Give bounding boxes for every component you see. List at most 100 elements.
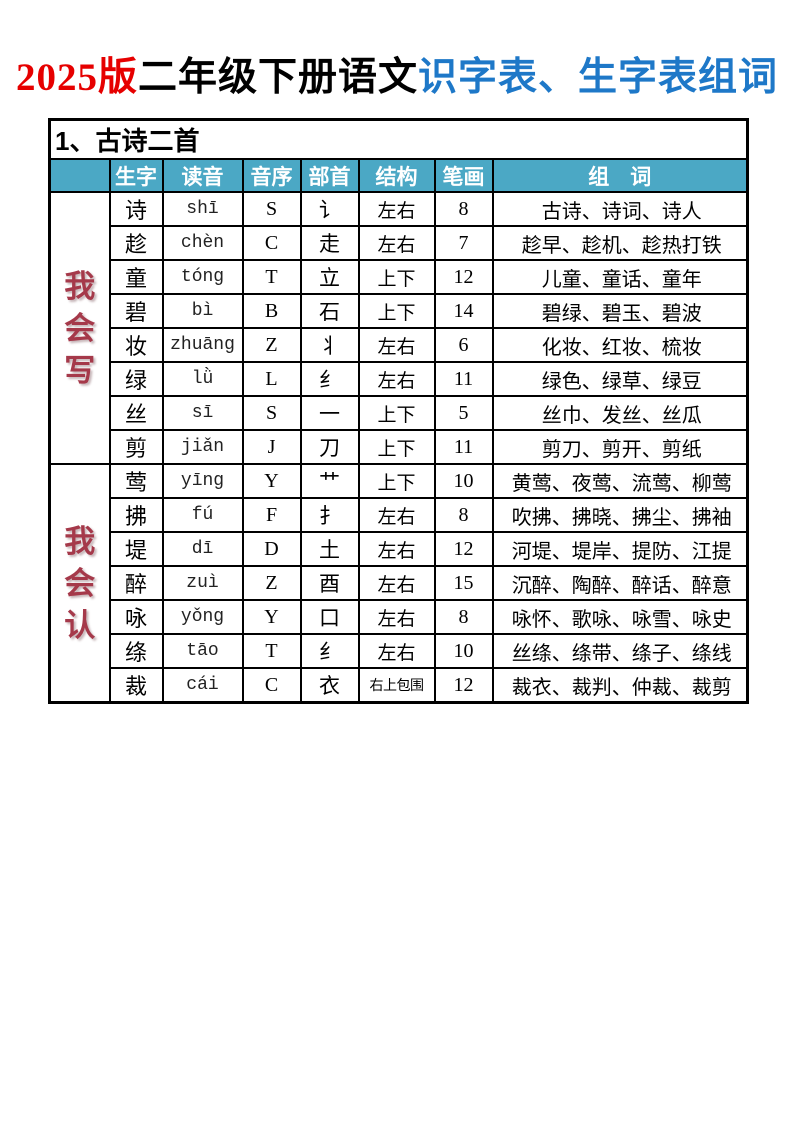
cell-words: 吹拂、拂晓、拂尘、拂袖 [491,497,749,533]
cell-words: 沉醉、陶醉、醉话、醉意 [491,565,749,601]
cell-radical: 一 [299,395,360,431]
cell-initial: J [241,429,302,465]
cell-structure: 上下 [357,293,436,329]
group-label-char: 会 [64,310,96,346]
cell-initial: S [241,191,302,227]
cell-initial: D [241,531,302,567]
header-corner-cell [48,158,111,193]
cell-strokes: 14 [433,293,494,329]
cell-initial: Z [241,565,302,601]
cell-words: 河堤、堤岸、提防、江提 [491,531,749,567]
cell-character: 妆 [108,327,164,363]
cell-initial: B [241,293,302,329]
cell-initial: S [241,395,302,431]
cell-radical: 口 [299,599,360,635]
cell-structure: 上下 [357,395,436,431]
cell-strokes: 15 [433,565,494,601]
cell-pinyin: chèn [161,225,244,261]
cell-strokes: 6 [433,327,494,363]
cell-strokes: 8 [433,599,494,635]
cell-radical: 走 [299,225,360,261]
group-label-char: 我 [64,268,96,304]
cell-structure: 上下 [357,429,436,465]
cell-strokes: 5 [433,395,494,431]
page-title: 2025版二年级下册语文识字表、生字表组词 [0,46,794,102]
cell-pinyin: jiǎn [161,429,244,465]
group-label-char: 会 [64,565,96,601]
cell-radical: 丬 [299,327,360,363]
cell-initial: L [241,361,302,397]
cell-words: 剪刀、剪开、剪纸 [491,429,749,465]
cell-structure: 左右 [357,633,436,669]
cell-initial: Z [241,327,302,363]
table-row: 裁 cái C 衣 右上包围 12 裁衣、裁判、仲裁、裁剪 [50,667,749,704]
cell-pinyin: lǜ [161,361,244,397]
cell-words: 黄莺、夜莺、流莺、柳莺 [491,463,749,499]
group-label-char: 写 [64,352,96,388]
cell-radical: 土 [299,531,360,567]
cell-words: 丝巾、发丝、丝瓜 [491,395,749,431]
cell-character: 咏 [108,599,164,635]
table-row: 我会认 莺 yīng Y 艹 上下 10 黄莺、夜莺、流莺、柳莺 [48,463,749,704]
cell-structure: 左右 [357,191,436,227]
table-row: 醉 zuì Z 酉 左右 15 沉醉、陶醉、醉话、醉意 [50,565,749,601]
cell-character: 丝 [108,395,164,431]
header-initial: 音序 [241,158,302,193]
header-radical: 部首 [299,158,360,193]
table-row: 绦 tāo T 纟 左右 10 丝绦、绦带、绦子、绦线 [50,633,749,669]
table-row: 丝 sī S 一 上下 5 丝巾、发丝、丝瓜 [50,395,749,431]
cell-strokes: 12 [433,667,494,704]
cell-radical: 艹 [299,463,360,499]
group-label-char: 认 [64,607,96,643]
cell-pinyin: yīng [161,463,244,499]
cell-words: 碧绿、碧玉、碧波 [491,293,749,329]
table-row: 拂 fú F 扌 左右 8 吹拂、拂晓、拂尘、拂袖 [50,497,749,533]
cell-structure: 左右 [357,327,436,363]
cell-pinyin: yǒng [161,599,244,635]
cell-initial: C [241,225,302,261]
cell-structure: 左右 [357,565,436,601]
header-strokes: 笔画 [433,158,494,193]
cell-strokes: 12 [433,531,494,567]
cell-initial: T [241,633,302,669]
cell-structure: 左右 [357,361,436,397]
cell-initial: T [241,259,302,295]
cell-character: 碧 [108,293,164,329]
cell-strokes: 8 [433,191,494,227]
table-header-row: 生字 读音 音序 部首 结构 笔画 组 词 [48,158,749,193]
table-row: 绿 lǜ L 纟 左右 11 绿色、绿草、绿豆 [50,361,749,397]
group-label-write: 我会写 [48,191,111,465]
page-title-subject: 识字表、生字表组词 [418,56,779,99]
cell-character: 拂 [108,497,164,533]
cell-strokes: 12 [433,259,494,295]
cell-radical: 刀 [299,429,360,465]
cell-structure: 上下 [357,463,436,499]
table-row: 碧 bì B 石 上下 14 碧绿、碧玉、碧波 [50,293,749,329]
cell-words: 趁早、趁机、趁热打铁 [491,225,749,261]
cell-radical: 纟 [299,633,360,669]
cell-words: 古诗、诗词、诗人 [491,191,749,227]
header-structure: 结构 [357,158,436,193]
cell-radical: 纟 [299,361,360,397]
cell-pinyin: bì [161,293,244,329]
cell-strokes: 11 [433,429,494,465]
cell-structure: 右上包围 [357,667,436,704]
cell-radical: 衣 [299,667,360,704]
cell-initial: Y [241,463,302,499]
cell-structure: 左右 [357,225,436,261]
cell-radical: 酉 [299,565,360,601]
cell-character: 堤 [108,531,164,567]
section-title: 1、古诗二首 [48,118,749,160]
section-title-row: 1、古诗二首 [48,118,749,160]
cell-character: 童 [108,259,164,295]
cell-strokes: 7 [433,225,494,261]
cell-pinyin: sī [161,395,244,431]
cell-strokes: 10 [433,633,494,669]
cell-radical: 立 [299,259,360,295]
table-row: 剪 jiǎn J 刀 上下 11 剪刀、剪开、剪纸 [50,429,749,465]
table-row: 妆 zhuāng Z 丬 左右 6 化妆、红妆、梳妆 [50,327,749,363]
table-row: 我会写 诗 shī S 讠 左右 8 古诗、诗词、诗人 [48,191,749,465]
cell-structure: 上下 [357,259,436,295]
cell-character: 绿 [108,361,164,397]
cell-words: 绿色、绿草、绿豆 [491,361,749,397]
